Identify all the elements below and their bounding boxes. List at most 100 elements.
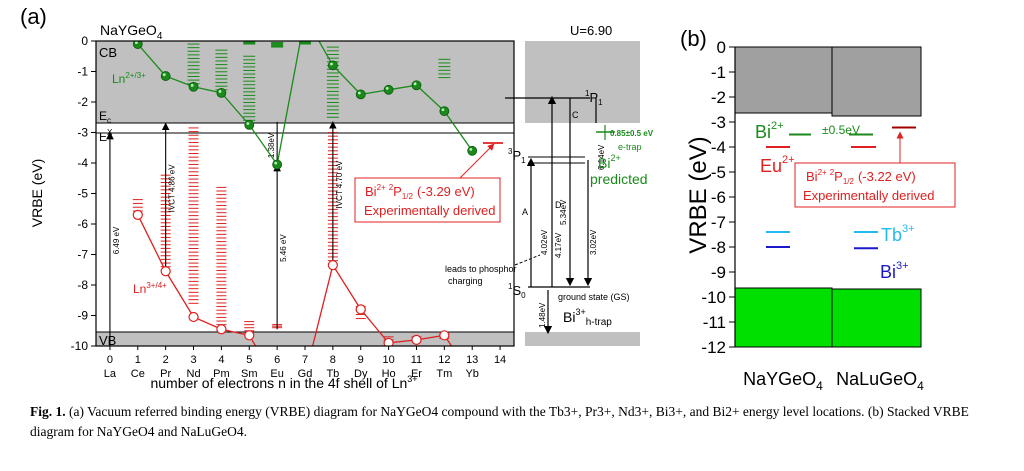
y-tick-label-a: -1 [77, 65, 88, 79]
label-3p1: 3P1 [508, 147, 526, 165]
charging-note-1: leads to phosphor [445, 264, 517, 274]
x-tick-element-a: Dy [354, 368, 368, 380]
annotation-b: Bi2+ 2P1/2 (-3.22 eV) Experimentally deriv… [794, 131, 956, 208]
ln23-point [188, 81, 199, 92]
label-1s0: 1S0 [508, 282, 526, 300]
t-1p48: 1.48eV [538, 302, 547, 328]
u-value: U=6.90 [570, 23, 612, 38]
ln34-point [383, 337, 394, 346]
t-3p02: 3.02eV [589, 229, 598, 255]
ln34-point [132, 209, 143, 220]
t-5p34: 5.34eV [559, 199, 568, 225]
transition-label: IVCT 4.70 eV [335, 160, 344, 209]
y-axis-a: 0 -1 -2 -3 -4 -5 -6 -7 -8 -9 -10 [71, 34, 96, 353]
ln23-point [160, 71, 171, 81]
ln23-point-highlight [385, 87, 389, 90]
ln23-point [439, 106, 450, 117]
x-tick-element-a: Eu [270, 368, 283, 380]
x-tick-label-a: 8 [330, 354, 336, 366]
transition-label: IVCT 4.86 eV [168, 164, 177, 213]
spread-label-b: ±0.5eV [822, 123, 860, 137]
annotation-b-line1: Bi2+ 2P1/2 (-3.22 eV) [806, 168, 916, 186]
t-4p17: 4.17eV [554, 232, 563, 258]
cb-label: CB [99, 45, 117, 60]
x-tick-element-a: Tb [326, 368, 339, 380]
ec-label: Ec [99, 109, 111, 125]
bi3-htrap-label: Bi3+h-trap [563, 307, 612, 328]
ln-series [132, 41, 478, 346]
caption-lead: Fig. 1. [30, 404, 66, 419]
ln34-point [411, 334, 422, 345]
annotation-a: Bi2+ 2P1/2 (-3.29 eV) Experimentally deriv… [354, 142, 503, 223]
annotation-a-box [354, 177, 501, 223]
ln23-point-highlight [162, 73, 166, 77]
ln23-point-highlight [330, 62, 333, 66]
y-tick-label-b: -2 [711, 88, 726, 107]
caption-text: (a) Vacuum referred binding energy (VRBE… [30, 404, 969, 439]
y-tick-label-b: -12 [701, 338, 726, 357]
x-tick-element-a: La [104, 368, 117, 380]
category-naygeo4: NaYGeO4 [743, 369, 823, 393]
x-tick-element-a: Pr [160, 368, 171, 380]
y-tick-label-b: -1 [711, 63, 726, 82]
green-level-bar [243, 41, 256, 45]
predicted-label: predicted [590, 171, 648, 187]
tb3-label-b: Tb3+ [881, 223, 915, 245]
x-tick-label-a: 10 [382, 354, 394, 366]
x-tick-label-a: 6 [274, 354, 280, 366]
panel-b: (b) 0 -1 -2 -3 -4 -5 -6 -7 -8 -9 -10 -11 -12 VRBE (e… [664, 0, 1024, 393]
x-tick-element-a: Tm [436, 368, 452, 380]
t-6p14: 6.14eV [597, 144, 606, 170]
y-tick-label-b: -4 [711, 138, 726, 157]
x-tick-element-a: Pm [213, 368, 230, 380]
y-tick-label-b: -6 [711, 188, 726, 207]
y-tick-label-a: -2 [77, 95, 88, 109]
annotation-b-line2: Experimentally derived [803, 188, 935, 203]
bi-cb-band [525, 41, 640, 123]
transition-label: 6.49 eV [112, 226, 121, 254]
charging-arrow [514, 254, 541, 266]
eu2-label-b: Eu2+ [760, 154, 795, 176]
y-tick-label-a: -6 [77, 217, 88, 231]
ln23-point [383, 84, 394, 95]
transition-arrows: 6.49 eV IVCT 4.86 eV 1.38eV 5.46 eV IVCT 4.7… [106, 120, 344, 346]
y-axis-label-b: VRBE (eV) [685, 136, 712, 253]
t-label-d: D [555, 200, 562, 210]
transition-label: 1.38eV [267, 132, 276, 158]
x-tick-label-a: 9 [358, 354, 364, 366]
ln34-point [355, 304, 366, 315]
x-tick-element-a: Nd [187, 368, 201, 380]
ln23-point-highlight [135, 41, 138, 45]
y-tick-label-b: -5 [711, 163, 726, 182]
ln23-point-highlight [441, 108, 445, 112]
x-tick-element-a: Ce [131, 368, 145, 380]
vb-band-nalugeo4 [831, 288, 922, 348]
green-level-bar [271, 44, 284, 48]
vb-band [96, 332, 514, 346]
x-axis-label-a: number of electrons n in the 4f shell of… [150, 374, 417, 391]
y-tick-label-a: -10 [71, 339, 89, 353]
bi2-predicted-label: Bi2+ [598, 153, 621, 171]
y-axis-label-a: VRBE (eV) [29, 159, 45, 227]
x-tick-label-a: 4 [218, 354, 224, 366]
charging-note-2: charging [448, 276, 483, 286]
annotation-b-box [794, 162, 956, 208]
panel-b-label: (b) [680, 26, 707, 51]
y-tick-label-b: 0 [717, 38, 726, 57]
y-tick-label-a: 0 [81, 34, 88, 48]
ln23-point [411, 80, 422, 91]
gs-label: ground state (GS) [558, 292, 630, 302]
x-tick-label-a: 12 [438, 354, 450, 366]
x-tick-element-a: Yb [465, 368, 478, 380]
x-tick-label-a: 14 [494, 354, 506, 366]
category-nalugeo4: NaLuGeO4 [836, 369, 924, 393]
x-axis-a: 0 La 1 Ce 2 Pr 3 Nd 4 Pm 5 Sm 6 Eu 7 Gd 8 Tb 9 Dy 10 Ho 11 Er 12… [104, 346, 506, 380]
x-tick-element-a: Sm [241, 368, 258, 380]
y-tick-label-a: -9 [77, 309, 88, 323]
ln34-point [439, 330, 450, 341]
t-label-c: C [572, 110, 579, 120]
green-level-bar [299, 41, 311, 45]
y-axis-b: 0 -1 -2 -3 -4 -5 -6 -7 -8 -9 -10 -11 -12 [701, 38, 735, 357]
bi-vb-band [525, 332, 640, 346]
x-tick-label-a: 7 [302, 354, 308, 366]
